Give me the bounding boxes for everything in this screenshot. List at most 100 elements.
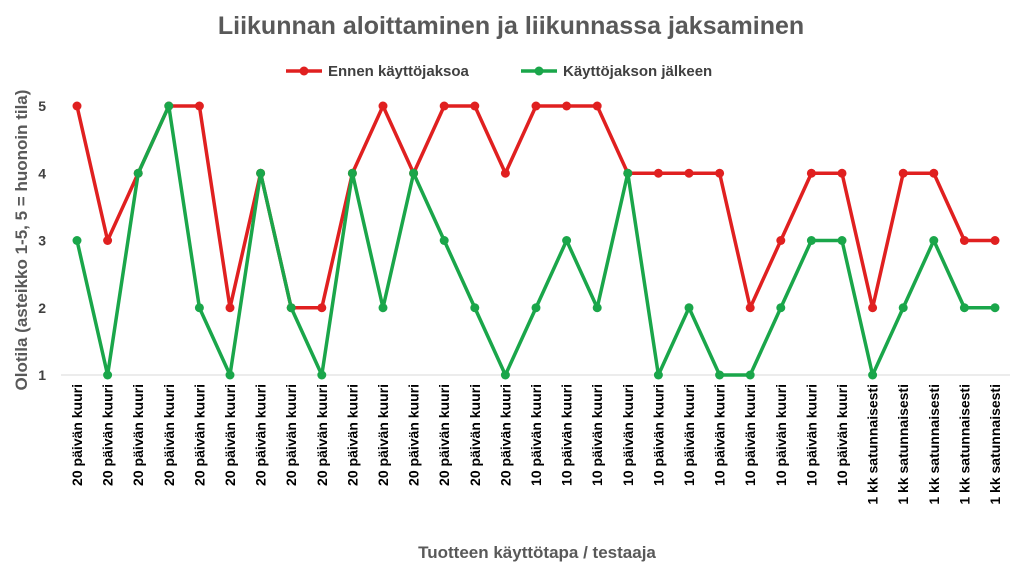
x-tick-label: 20 päivän kuuri (222, 384, 238, 486)
data-point (164, 101, 174, 111)
x-tick-label: 10 päivän kuuri (712, 384, 728, 486)
data-point (929, 168, 939, 178)
data-point (72, 101, 82, 111)
x-tick-label: 10 päivän kuuri (803, 384, 819, 486)
x-tick-label: 20 päivän kuuri (497, 384, 513, 486)
x-tick-label: 10 päivän kuuri (620, 384, 636, 486)
data-point (409, 168, 419, 178)
data-point (653, 370, 663, 380)
data-point (103, 236, 113, 245)
data-point (194, 101, 204, 111)
x-tick-label: 20 päivän kuuri (467, 384, 483, 486)
data-point (990, 303, 1000, 313)
data-point (439, 101, 449, 111)
x-tick-label: 10 päivän kuuri (834, 384, 850, 486)
series-before (72, 101, 1000, 313)
x-tick-label: 1 kk satunnaisesti (895, 384, 911, 505)
data-point (531, 303, 541, 313)
x-tick-label: 20 päivän kuuri (161, 384, 177, 486)
legend-item-before: Ennen käyttöjaksoa (286, 63, 470, 80)
data-point (837, 168, 847, 178)
data-point (684, 168, 694, 178)
data-point (317, 370, 327, 380)
x-tick-label: 10 päivän kuuri (742, 384, 758, 486)
data-point (623, 168, 633, 178)
data-point (286, 303, 296, 313)
x-tick-label: 20 päivän kuuri (191, 384, 207, 486)
series-line (75, 104, 995, 310)
data-point (256, 168, 266, 178)
y-tick-label: 4 (38, 165, 46, 181)
data-point (959, 236, 969, 245)
x-tick-label: 10 päivän kuuri (528, 384, 544, 486)
x-tick-label: 10 päivän kuuri (773, 384, 789, 486)
x-tick-label: 1 kk satunnaisesti (987, 384, 1003, 505)
chart-title: Liikunnan aloittaminen ja liikunnassa ja… (218, 12, 804, 40)
legend-label-before: Ennen käyttöjaksoa (328, 63, 470, 80)
data-point (898, 168, 908, 178)
data-point (194, 303, 204, 313)
data-point (531, 101, 541, 111)
data-point (378, 101, 388, 111)
data-point (592, 101, 602, 111)
x-tick-label: 10 päivän kuuri (681, 384, 697, 486)
data-point (500, 370, 510, 380)
data-point (806, 168, 816, 178)
data-point (990, 236, 1000, 245)
y-tick-label: 5 (38, 98, 46, 114)
data-point (745, 370, 755, 380)
data-point (103, 370, 113, 380)
x-tick-label: 20 päivän kuuri (344, 384, 360, 486)
data-point (776, 236, 786, 245)
data-point (500, 168, 510, 178)
data-point (439, 236, 449, 245)
legend-marker-after (534, 66, 544, 76)
x-tick-labels: 20 päivän kuuri 20 päivän kuuri 20 päivän … (69, 384, 1003, 505)
x-tick-label: 10 päivän kuuri (650, 384, 666, 486)
data-point (225, 370, 235, 380)
x-tick-label: 20 päivän kuuri (314, 384, 330, 486)
data-point (684, 303, 694, 313)
x-tick-label: 20 päivän kuuri (253, 384, 269, 486)
x-tick-label: 10 päivän kuuri (559, 384, 575, 486)
data-point (562, 236, 572, 245)
y-tick-labels: 1 2 3 4 5 (38, 98, 46, 383)
legend: Ennen käyttöjaksoa Käyttöjakson jälkeen (286, 63, 712, 80)
x-tick-label: 20 päivän kuuri (375, 384, 391, 486)
data-point (653, 168, 663, 178)
data-point (347, 168, 357, 178)
data-point (317, 303, 327, 313)
data-point (378, 303, 388, 313)
data-point (898, 303, 908, 313)
x-tick-label: 1 kk satunnaisesti (926, 384, 942, 505)
data-point (562, 101, 572, 111)
x-tick-label: 10 päivän kuuri (589, 384, 605, 486)
legend-marker-before (299, 66, 309, 76)
series-after (72, 101, 1000, 380)
x-tick-label: 20 päivän kuuri (100, 384, 116, 486)
data-point (868, 303, 878, 313)
data-point (837, 236, 847, 245)
data-point (72, 236, 82, 245)
data-point (745, 303, 755, 313)
data-point (225, 303, 235, 313)
data-point (806, 236, 816, 245)
series-layer (72, 101, 1000, 380)
data-point (133, 168, 143, 178)
legend-item-after: Käyttöjakson jälkeen (521, 63, 712, 80)
x-tick-label: 1 kk satunnaisesti (956, 384, 972, 505)
data-point (592, 303, 602, 313)
data-point (715, 168, 725, 178)
y-tick-label: 1 (38, 367, 46, 383)
data-point (868, 370, 878, 380)
x-tick-label: 20 päivän kuuri (406, 384, 422, 486)
x-tick-label: 20 päivän kuuri (283, 384, 299, 486)
x-tick-label: 20 päivän kuuri (436, 384, 452, 486)
x-axis-label: Tuotteen käyttötapa / testaaja (418, 543, 656, 562)
x-tick-label: 1 kk satunnaisesti (865, 384, 881, 505)
data-point (929, 236, 939, 245)
x-tick-label: 20 päivän kuuri (69, 384, 85, 486)
data-point (470, 303, 480, 313)
data-point (959, 303, 969, 313)
